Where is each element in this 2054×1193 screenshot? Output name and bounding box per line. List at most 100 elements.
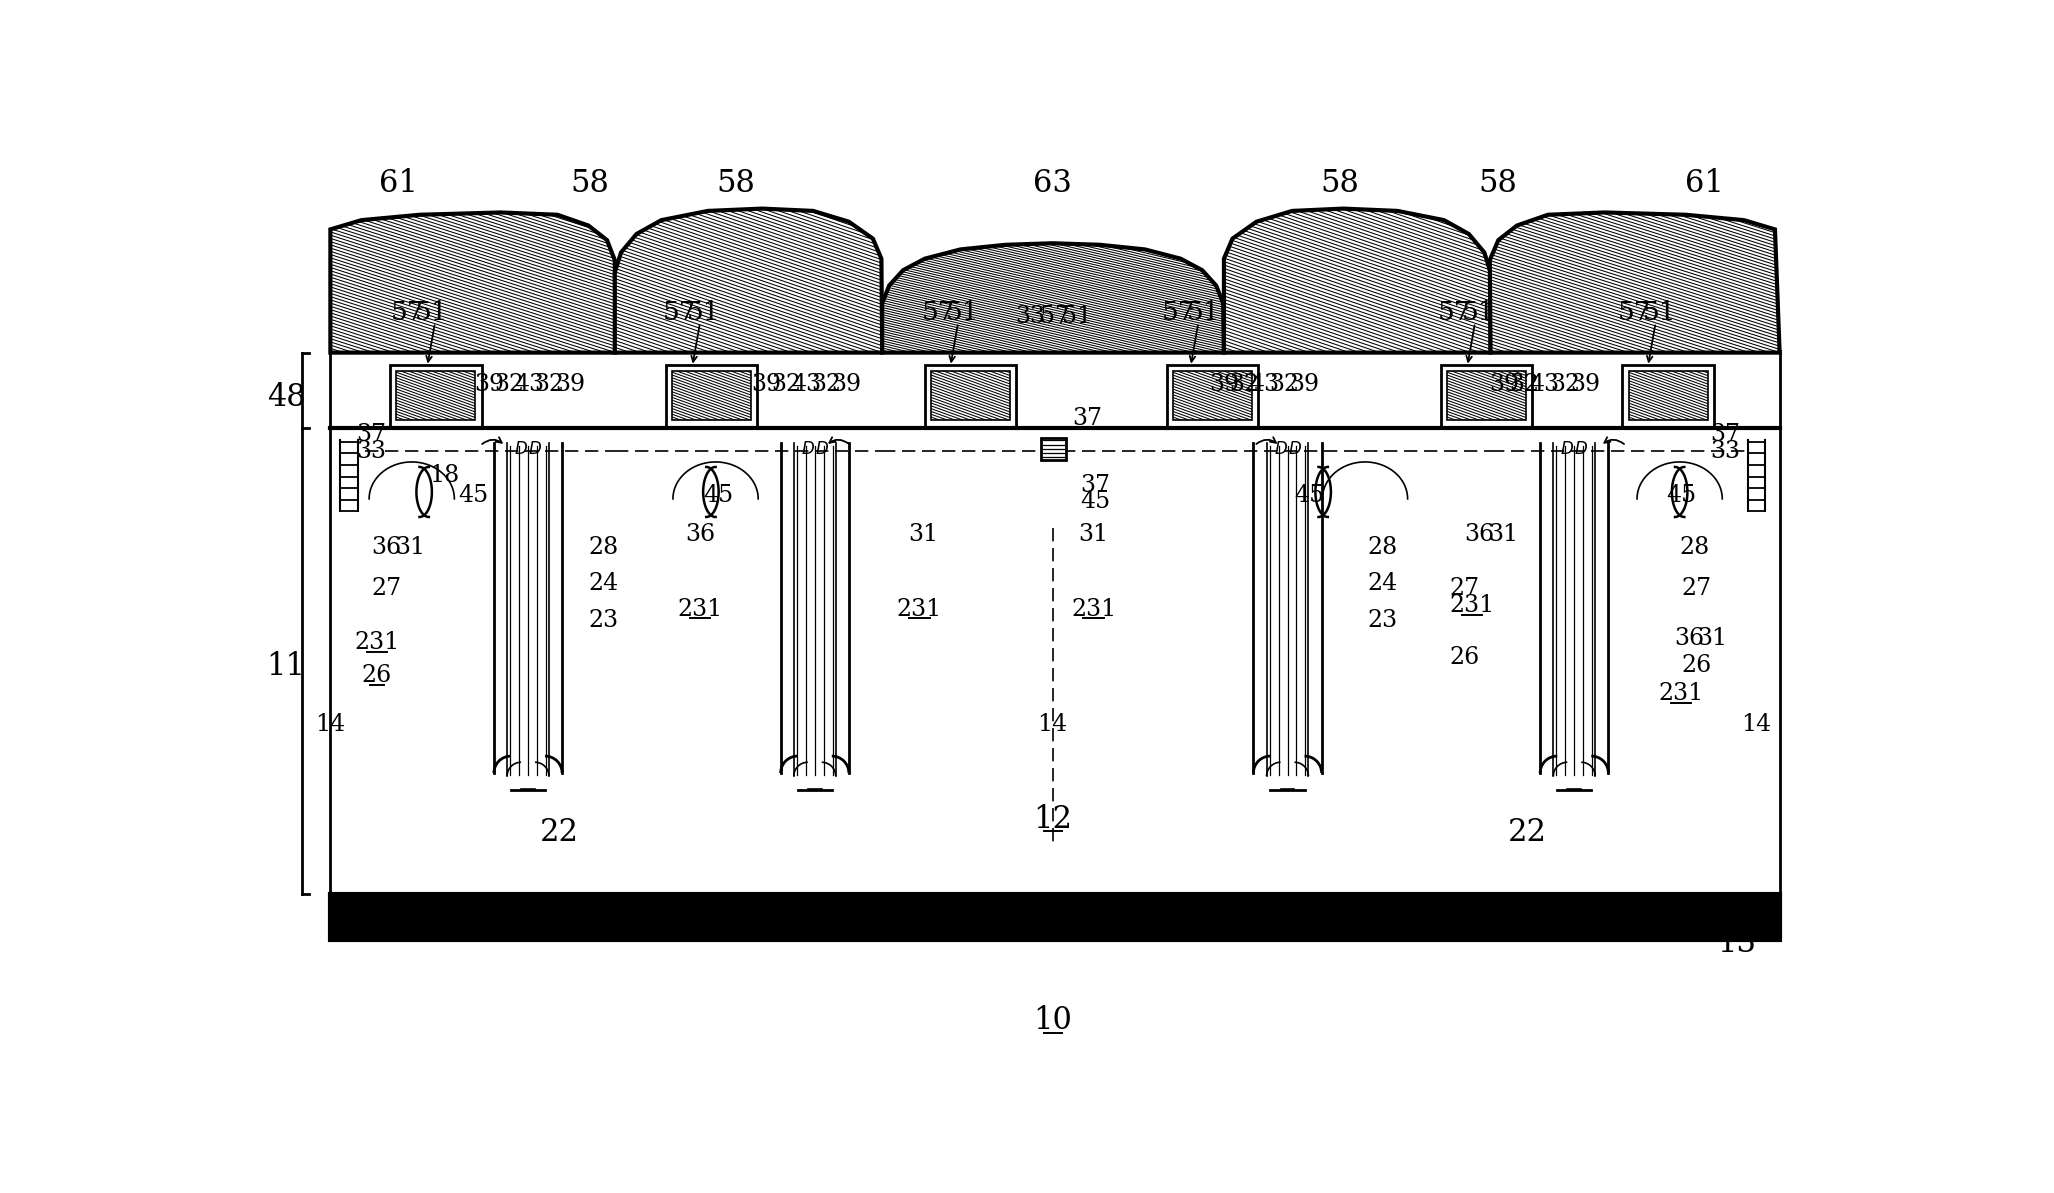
Text: 32: 32 [534,372,565,396]
Text: 26: 26 [362,665,392,687]
Text: 32: 32 [495,372,524,396]
Text: 39: 39 [752,372,781,396]
Text: 31: 31 [1078,523,1109,546]
Text: 31: 31 [394,536,425,558]
Bar [1167,365,1257,427]
Text: 57: 57 [1163,301,1195,324]
Text: 12: 12 [1033,804,1072,835]
Text: 18: 18 [429,464,460,487]
Text: 27: 27 [1682,576,1711,600]
Text: 36: 36 [1674,626,1705,650]
Polygon shape [930,371,1011,420]
Text: 36: 36 [684,523,715,546]
Text: 58: 58 [717,168,756,199]
Text: 24: 24 [587,573,618,595]
Polygon shape [1224,209,1491,353]
Text: 26: 26 [1682,654,1711,676]
Polygon shape [331,894,1779,940]
Text: 231: 231 [1070,598,1117,620]
Bar [665,365,758,427]
Text: 22: 22 [540,817,579,848]
Text: 39: 39 [1569,372,1600,396]
Text: 45: 45 [1080,489,1111,513]
Text: D: D [1561,440,1573,458]
Polygon shape [396,371,474,420]
Text: 13: 13 [1717,928,1756,959]
Text: 28: 28 [1368,536,1399,558]
Text: D: D [815,440,828,458]
Polygon shape [1448,371,1526,420]
Bar [1442,365,1532,427]
Text: 43: 43 [1249,372,1280,396]
Text: 45: 45 [1666,484,1697,507]
Text: 36: 36 [1465,523,1495,546]
Polygon shape [1489,212,1779,353]
Text: 33: 33 [357,440,386,463]
Text: 45: 45 [458,484,489,507]
Text: 39: 39 [1210,372,1239,396]
Text: 57: 57 [922,301,955,324]
Text: D: D [528,440,542,458]
Text: 231: 231 [353,631,398,654]
Text: D: D [1273,440,1288,458]
Text: 23: 23 [1368,610,1399,632]
Text: 33: 33 [1711,440,1740,463]
Text: 231: 231 [1450,594,1495,617]
Text: 43: 43 [791,372,822,396]
Text: 31: 31 [908,523,939,546]
Polygon shape [1629,371,1707,420]
Text: 39: 39 [832,372,861,396]
Bar [1041,438,1066,459]
Text: 32: 32 [1269,372,1300,396]
Text: 14: 14 [314,713,345,736]
Text: 43: 43 [514,372,544,396]
Text: 31: 31 [1487,523,1518,546]
Bar [390,365,481,427]
Bar [331,351,1779,894]
Text: 39: 39 [555,372,585,396]
Text: 14: 14 [1037,713,1068,736]
Bar [924,365,1017,427]
Text: D: D [516,440,528,458]
Text: 58: 58 [1479,168,1518,199]
Text: 32: 32 [1228,372,1259,396]
Text: 51: 51 [1643,301,1676,324]
Text: 32: 32 [1510,372,1540,396]
Text: 28: 28 [1680,536,1709,558]
Text: 27: 27 [1450,576,1479,600]
Text: 58: 58 [571,168,610,199]
Text: 32: 32 [770,372,801,396]
Text: 58: 58 [1321,168,1360,199]
Text: 231: 231 [898,598,943,620]
Polygon shape [881,243,1224,353]
Text: 51: 51 [1062,305,1093,328]
Polygon shape [672,371,752,420]
Polygon shape [614,209,881,353]
Text: 57: 57 [661,301,696,324]
Text: 231: 231 [678,598,723,620]
Text: 51: 51 [1187,301,1220,324]
Text: 45: 45 [1294,484,1325,507]
Text: 43: 43 [1530,372,1559,396]
Polygon shape [1173,371,1251,420]
Text: 39: 39 [474,372,505,396]
Text: 51: 51 [415,301,448,324]
Text: D: D [801,440,813,458]
Text: 31: 31 [1697,626,1727,650]
Text: 39: 39 [1489,372,1520,396]
Text: 22: 22 [1508,817,1547,848]
Text: 57: 57 [390,301,425,324]
Text: 27: 27 [372,576,401,600]
Text: 61: 61 [380,168,419,199]
Text: 33: 33 [1015,305,1045,328]
Text: 39: 39 [1290,372,1319,396]
Text: 51: 51 [688,301,721,324]
Polygon shape [331,212,616,353]
Text: D: D [1575,440,1588,458]
Text: 10: 10 [1033,1006,1072,1037]
Bar [1623,365,1713,427]
Text: 11: 11 [267,651,306,682]
Text: 37: 37 [1080,475,1111,497]
Text: D: D [1288,440,1300,458]
Text: 37: 37 [357,422,386,446]
